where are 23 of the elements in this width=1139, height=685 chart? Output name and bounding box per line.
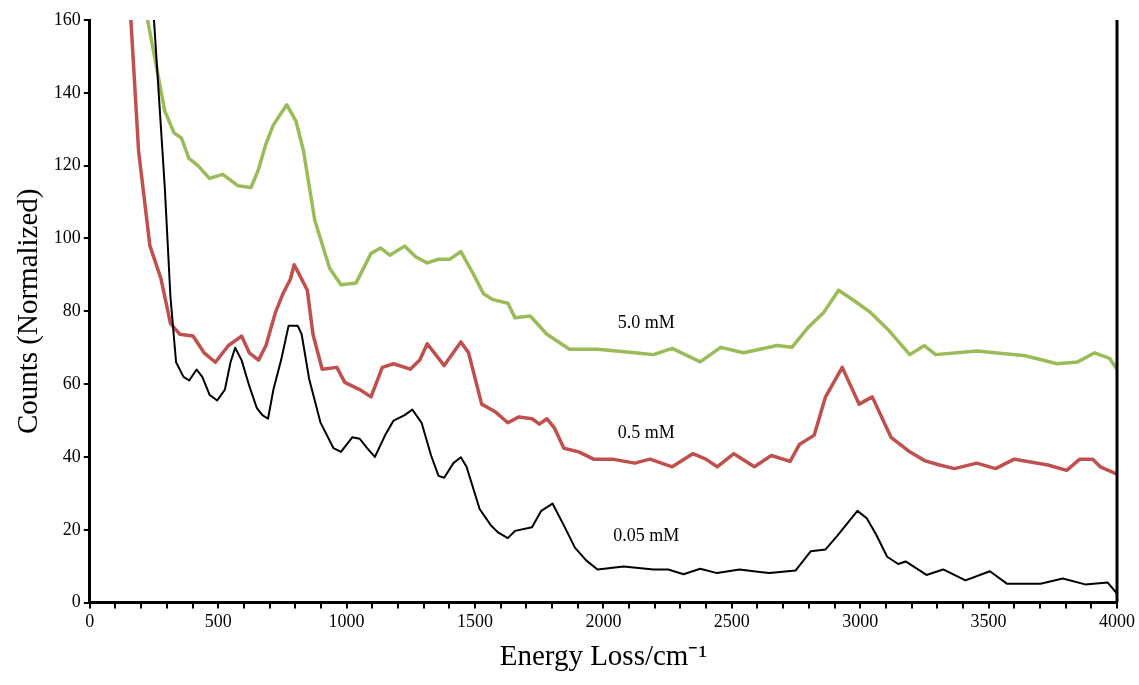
series-label: 5.0 mM	[617, 311, 675, 332]
x-tick-label: 2500	[713, 611, 750, 632]
series-label: 0.5 mM	[617, 421, 675, 442]
y-tick-label: 40	[62, 445, 81, 466]
y-tick-label: 140	[53, 81, 81, 102]
y-tick-label: 160	[53, 8, 81, 29]
y-tick-label: 120	[53, 154, 81, 175]
y-tick-label: 0	[71, 591, 81, 612]
series-label: 0.05 mM	[613, 525, 680, 546]
x-tick-label: 3000	[842, 611, 879, 632]
x-tick-label: 2000	[585, 611, 622, 632]
x-tick-label: 3500	[970, 611, 1007, 632]
y-axis-title: Counts (Normalized)	[11, 188, 45, 435]
y-tick-label: 80	[62, 300, 81, 321]
y-tick-label: 20	[62, 518, 81, 539]
y-tick-label: 100	[53, 227, 81, 248]
x-tick-label: 4000	[1099, 611, 1135, 632]
x-axis-title: Energy Loss/cm⁻¹	[499, 639, 708, 672]
x-tick-label: 0	[85, 611, 95, 632]
y-tick-label: 60	[62, 372, 81, 393]
x-tick-label: 1000	[328, 611, 365, 632]
x-tick-label: 500	[204, 611, 232, 632]
x-tick-label: 1500	[457, 611, 493, 632]
